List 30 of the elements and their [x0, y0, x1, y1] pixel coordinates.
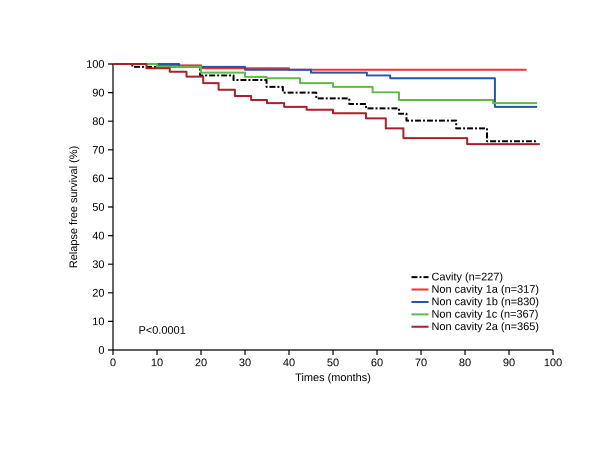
legend-label: Non cavity 1a (n=317)	[432, 284, 538, 296]
y-tick-label: 50	[92, 203, 104, 211]
legend-label: Non cavity 2a (n=365)	[432, 322, 538, 332]
y-tick-label: 60	[92, 174, 104, 182]
x-tick-label: 80	[459, 358, 471, 366]
y-tick-label: 80	[92, 117, 104, 126]
x-axis-title: Times (months)	[295, 373, 370, 384]
y-tick-label: 20	[92, 288, 104, 297]
x-tick-label: 30	[239, 358, 251, 366]
x-tick-label: 100	[544, 358, 562, 366]
legend-label: Non cavity 1c (n=367)	[432, 310, 538, 320]
x-tick-label: 10	[152, 358, 163, 366]
x-tick-label: 40	[283, 358, 295, 366]
y-tick-label: 30	[92, 260, 104, 268]
x-tick-label: 0	[110, 358, 116, 366]
y-axis-title: Relapse free survival (%)	[69, 146, 80, 268]
legend-label: Cavity (n=227)	[432, 272, 502, 283]
x-tick-label: 60	[371, 358, 383, 366]
legend-label: Non cavity 1b (n=830)	[432, 297, 538, 308]
annotation: P<0.0001	[139, 326, 186, 334]
x-tick-label: 50	[327, 358, 339, 366]
x-tick-label: 20	[195, 358, 207, 366]
y-tick-label: 10	[93, 318, 104, 326]
y-tick-label: 0	[98, 346, 104, 354]
y-tick-label: 40	[92, 232, 104, 240]
x-tick-label: 70	[415, 358, 427, 366]
y-tick-label: 70	[92, 146, 104, 154]
x-tick-label: 90	[503, 358, 515, 366]
y-tick-label: 100	[87, 60, 104, 68]
y-tick-label: 90	[92, 88, 104, 96]
